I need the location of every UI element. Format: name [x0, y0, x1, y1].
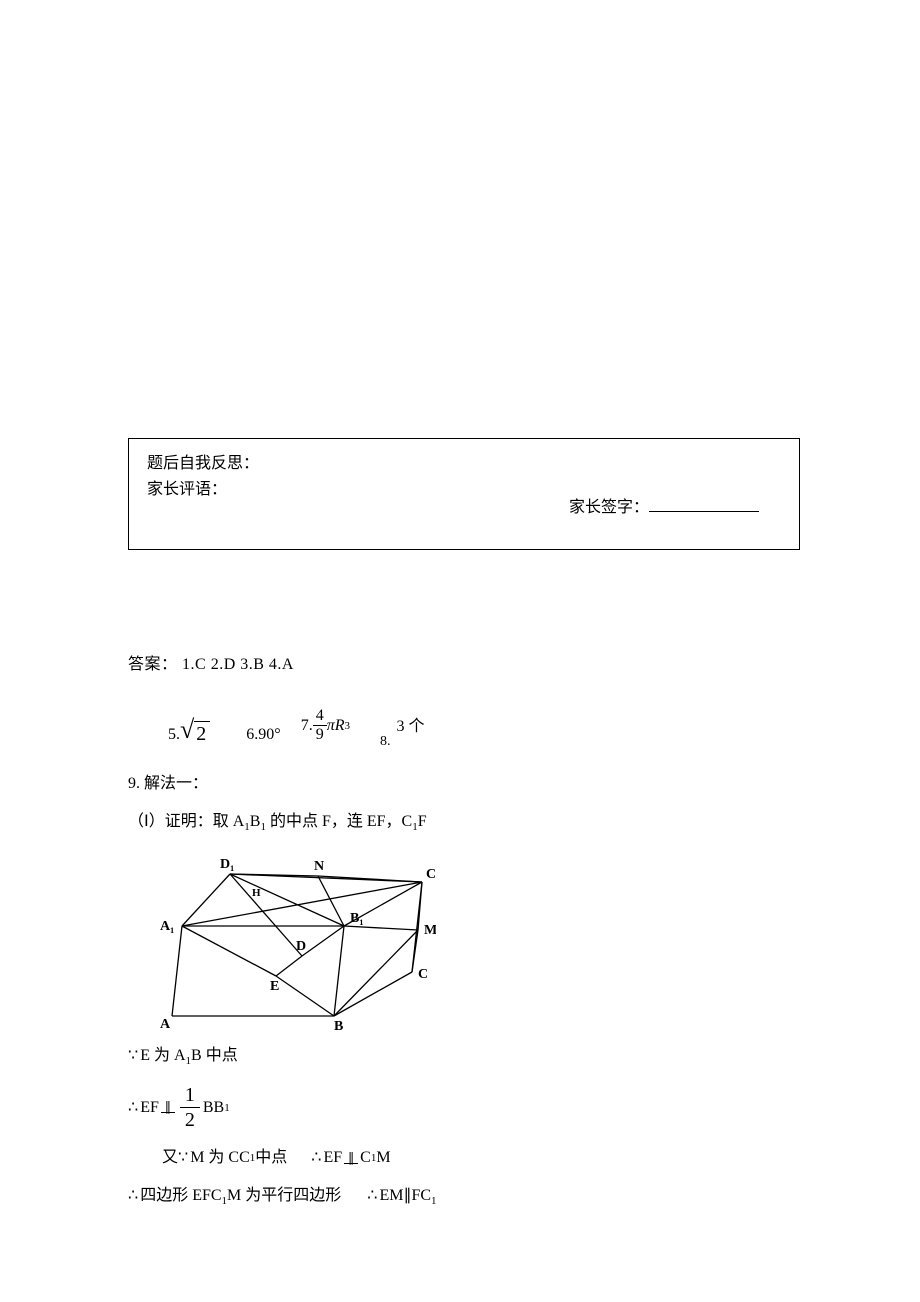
exp-3: 3	[344, 720, 350, 732]
parallel-equal-icon: ∥	[344, 1153, 358, 1164]
svg-text:E: E	[270, 979, 279, 994]
pi-symbol: π	[327, 717, 335, 735]
svg-text:M: M	[424, 923, 436, 938]
proof-intro: （Ⅰ）证明：取 A1B1 的中点 F，连 EF，C1F	[128, 810, 920, 836]
line-M-midpoint: 又M 为 CC1 中点 EF ∥ C1M	[128, 1146, 920, 1170]
parent-signature: 家长签字：	[569, 495, 759, 521]
sign-label: 家长签字：	[569, 499, 649, 516]
svg-text:B₁: B₁	[350, 911, 364, 926]
line-parallelogram: 四边形 EFC1M 为平行四边形 EM∥FC1	[128, 1184, 920, 1210]
answers-line2: 5. √2 6.90° 7. 4 9 πR3 8. 3 个	[128, 698, 920, 744]
svg-text:A₁: A₁	[160, 919, 174, 934]
svg-text:C: C	[418, 967, 428, 982]
parallel-equal-icon: ∥	[161, 1102, 175, 1113]
answer-6: 6.90°	[246, 726, 280, 744]
answers-1to4: 1.C 2.D 3.B 4.A	[178, 656, 294, 673]
fraction-1-2: 1 2	[180, 1083, 200, 1132]
svg-text:H: H	[252, 887, 261, 899]
frac-n: 4	[313, 707, 327, 725]
a8-label: 8.	[380, 734, 391, 750]
svg-text:A: A	[160, 1017, 171, 1030]
cube-svg: A B C D A₁ B₁ C₁ D₁ E N M H	[156, 850, 436, 1030]
solution-block: 9. 解法一： （Ⅰ）证明：取 A1B1 的中点 F，连 EF，C1F A B C D…	[128, 772, 920, 1210]
R-var: R	[335, 717, 345, 735]
q9-heading: 9. 解法一：	[128, 772, 920, 796]
answer-8: 8. 3 个	[360, 720, 425, 744]
a5-radicand: 2	[194, 721, 210, 744]
reflection-box: 题后自我反思： 家长评语： 家长签字：	[128, 438, 800, 550]
a5-label: 5.	[168, 726, 180, 744]
answer-7: 7. 4 9 πR3	[301, 707, 350, 744]
answers-line1: 答案： 1.C 2.D 3.B 4.A	[128, 650, 920, 674]
svg-text:D: D	[296, 939, 306, 954]
a8-text: 3 个	[396, 712, 424, 736]
frac-d: 9	[313, 726, 327, 744]
svg-text:N: N	[314, 859, 324, 874]
answers-prefix: 答案：	[128, 656, 178, 673]
svg-text:C₁: C₁	[426, 867, 436, 882]
fraction-4-9: 4 9	[313, 707, 327, 744]
sign-underline	[649, 496, 759, 512]
answers-block: 答案： 1.C 2.D 3.B 4.A 5. √2 6.90° 7. 4 9 π…	[128, 650, 920, 744]
line-therefore-EF: EF ∥ 1 2 BB1	[128, 1083, 920, 1132]
a7-label: 7.	[301, 717, 313, 735]
svg-text:B: B	[334, 1019, 343, 1030]
sqrt-icon: √2	[180, 717, 210, 744]
reflection-line1: 题后自我反思：	[147, 451, 781, 477]
cube-diagram: A B C D A₁ B₁ C₁ D₁ E N M H	[156, 850, 920, 1030]
svg-text:D₁: D₁	[220, 857, 234, 872]
line-because-E: E 为 A1B 中点	[128, 1044, 920, 1070]
answer-5: 5. √2	[168, 717, 210, 744]
